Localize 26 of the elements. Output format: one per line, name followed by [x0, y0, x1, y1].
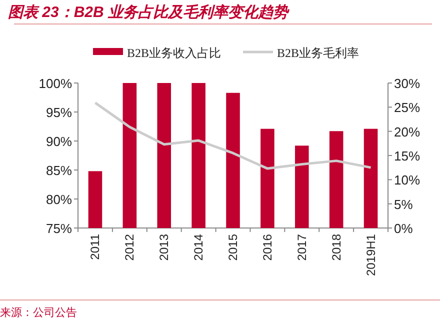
y2-tick-label: 0% — [394, 221, 414, 236]
y2-tick-label: 20% — [394, 124, 420, 140]
y-tick-label: 100% — [38, 76, 72, 91]
x-tick-label: 2013 — [157, 234, 172, 261]
x-tick-label: 2014 — [192, 234, 206, 261]
x-tick-label: 2019H1 — [364, 234, 378, 276]
y-tick-label: 95% — [46, 105, 72, 120]
legend-label: B2B业务毛利率 — [277, 46, 360, 60]
x-tick-label: 2011 — [88, 234, 102, 260]
title: 图表 23：B2B 业务占比及毛利率变化趋势 — [8, 4, 288, 21]
x-tick-label: 2017 — [294, 234, 309, 261]
y-tick-label: 85% — [46, 163, 72, 178]
y2-tick-label: 5% — [394, 196, 414, 212]
x-tick-label: 2012 — [122, 234, 137, 261]
y2-tick-label: 30% — [394, 76, 420, 91]
y-tick-label: 90% — [46, 134, 72, 149]
x-tick-label: 2016 — [260, 234, 274, 261]
x-tick-label: 2018 — [329, 234, 344, 261]
y2-tick-label: 25% — [394, 100, 420, 116]
y-tick-label: 75% — [46, 221, 72, 236]
y2-tick-label: 15% — [394, 148, 420, 164]
legend-label: B2B业务收入占比 — [127, 46, 222, 60]
source-note: 来源：公司公告 — [0, 306, 77, 319]
y2-tick-label: 10% — [394, 172, 420, 188]
x-tick-label: 2015 — [226, 234, 240, 261]
y-tick-label: 80% — [46, 192, 72, 207]
